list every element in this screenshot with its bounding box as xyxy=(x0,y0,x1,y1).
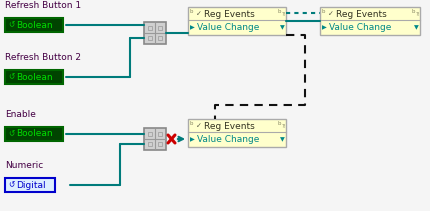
FancyBboxPatch shape xyxy=(158,142,162,146)
FancyBboxPatch shape xyxy=(158,132,162,136)
FancyBboxPatch shape xyxy=(5,178,55,192)
Text: b: b xyxy=(321,9,325,14)
Text: b: b xyxy=(190,9,193,14)
FancyBboxPatch shape xyxy=(147,132,152,136)
Text: ✓: ✓ xyxy=(196,123,201,129)
Text: ▼: ▼ xyxy=(413,25,418,30)
Text: ?!: ?! xyxy=(281,12,286,17)
Text: b: b xyxy=(277,121,281,126)
Text: ↺: ↺ xyxy=(8,130,14,138)
FancyBboxPatch shape xyxy=(144,22,166,44)
Text: ▶: ▶ xyxy=(190,25,194,30)
FancyBboxPatch shape xyxy=(5,18,63,32)
FancyBboxPatch shape xyxy=(147,36,152,40)
Text: Value Change: Value Change xyxy=(328,23,390,32)
Text: Reg Events: Reg Events xyxy=(335,10,386,19)
Text: Numeric: Numeric xyxy=(5,161,43,170)
Text: ?!: ?! xyxy=(281,124,286,129)
Text: b: b xyxy=(411,9,415,14)
Text: Value Change: Value Change xyxy=(197,135,259,144)
Text: ✓: ✓ xyxy=(327,11,333,18)
Text: Value Change: Value Change xyxy=(197,23,259,32)
Text: Boolean: Boolean xyxy=(16,130,52,138)
Text: ↺: ↺ xyxy=(8,73,14,81)
FancyBboxPatch shape xyxy=(158,26,162,30)
FancyBboxPatch shape xyxy=(144,128,166,150)
Text: ✓: ✓ xyxy=(196,11,201,18)
Text: Reg Events: Reg Events xyxy=(203,122,254,131)
Text: ▶: ▶ xyxy=(190,137,194,142)
Text: ▼: ▼ xyxy=(280,137,284,142)
Text: ↺: ↺ xyxy=(8,20,14,30)
Text: Boolean: Boolean xyxy=(16,20,52,30)
Text: Enable: Enable xyxy=(5,110,36,119)
Text: ↺: ↺ xyxy=(8,180,14,189)
Text: Refresh Button 2: Refresh Button 2 xyxy=(5,53,81,62)
Text: ▼: ▼ xyxy=(280,25,284,30)
FancyBboxPatch shape xyxy=(5,70,63,84)
Text: ▶: ▶ xyxy=(321,25,326,30)
Text: Boolean: Boolean xyxy=(16,73,52,81)
FancyBboxPatch shape xyxy=(187,119,286,147)
Text: Digital: Digital xyxy=(16,180,46,189)
FancyBboxPatch shape xyxy=(319,7,419,35)
FancyBboxPatch shape xyxy=(147,142,152,146)
FancyBboxPatch shape xyxy=(187,7,286,35)
FancyBboxPatch shape xyxy=(5,127,63,141)
FancyBboxPatch shape xyxy=(147,26,152,30)
Text: Reg Events: Reg Events xyxy=(203,10,254,19)
Text: ?!: ?! xyxy=(415,12,420,17)
Text: b: b xyxy=(190,121,193,126)
Text: Refresh Button 1: Refresh Button 1 xyxy=(5,1,81,10)
FancyBboxPatch shape xyxy=(158,36,162,40)
Text: b: b xyxy=(277,9,281,14)
